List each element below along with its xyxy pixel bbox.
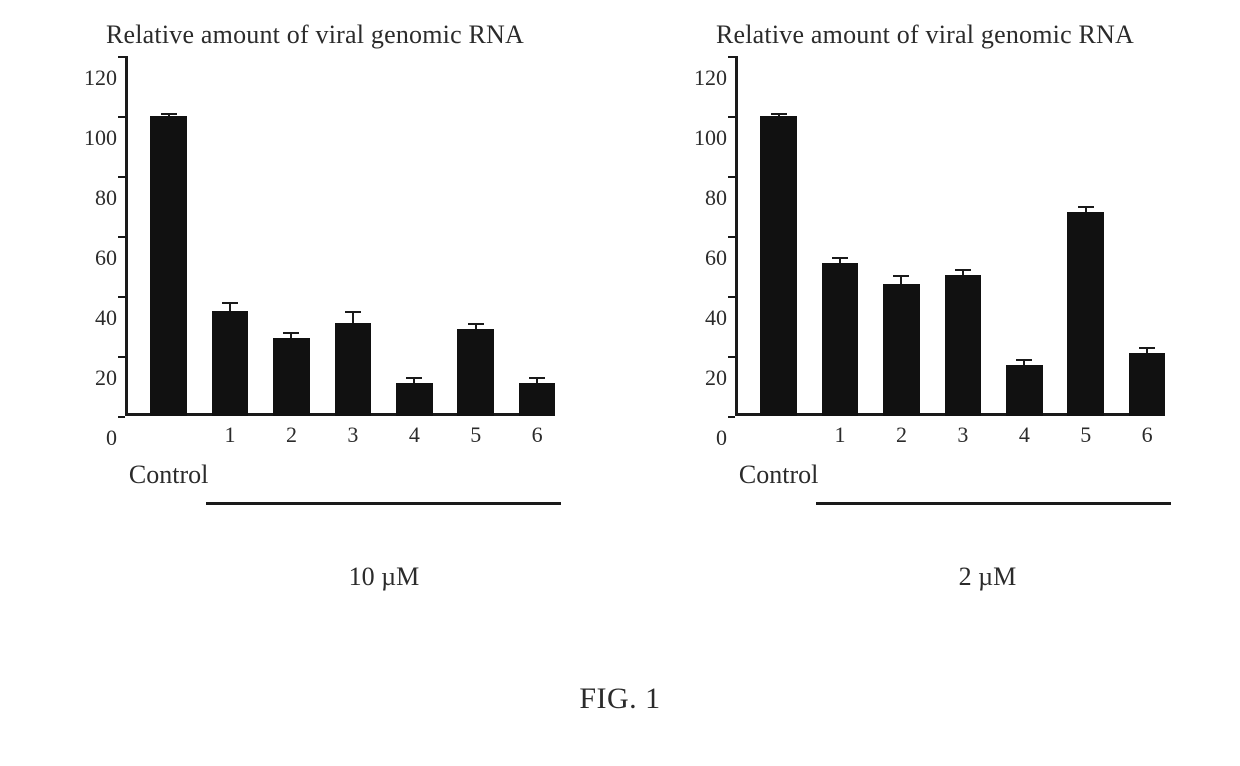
ytick-mark [728,116,735,118]
ytick-mark [728,236,735,238]
xlabel-6: 6 [1142,422,1153,448]
ytick-label: 60 [683,247,727,269]
bar-5 [457,329,494,416]
bar-6 [1129,353,1166,416]
ytick-label: 40 [683,307,727,329]
error-cap [832,257,848,259]
error-cap [161,113,177,115]
error-cap [955,269,971,271]
panel-right-group-line-wrap [735,502,1165,512]
ytick-mark [118,56,125,58]
ytick-mark [118,356,125,358]
bar-6 [519,383,556,416]
error-cap [222,302,238,304]
xlabel-4: 4 [1019,422,1030,448]
bar-Control [150,116,187,416]
error-cap [1016,359,1032,361]
panel-left-group-line-wrap [125,502,555,512]
ytick-label: 100 [73,127,117,149]
xlabel-3: 3 [347,422,358,448]
bar-2 [883,284,920,416]
figure-1: Relative amount of viral genomic RNA 020… [0,0,1240,766]
ytick-mark [118,416,125,418]
bar-1 [212,311,249,416]
xlabel-5: 5 [1080,422,1091,448]
ytick-mark [118,176,125,178]
error-cap [468,323,484,325]
xlabel-5: 5 [470,422,481,448]
bar-4 [396,383,433,416]
panel-right-bars [735,56,1165,416]
error-cap [529,377,545,379]
ytick-label: 20 [73,367,117,389]
error-cap [345,311,361,313]
xlabel-control: Control [739,460,818,490]
panel-right-concentration-label: 2 µM [735,562,1240,592]
ytick-mark [728,176,735,178]
ytick-label: 80 [683,187,727,209]
panel-right-title: Relative amount of viral genomic RNA [675,20,1175,50]
panel-right-plot: 020406080100120 [735,56,1165,416]
ytick-label: 40 [73,307,117,329]
ytick-label: 80 [73,187,117,209]
error-cap [893,275,909,277]
ytick-label: 0 [73,427,117,449]
ytick-label: 20 [683,367,727,389]
bar-4 [1006,365,1043,416]
panel-left-plot: 020406080100120 [125,56,555,416]
bar-1 [822,263,859,416]
ytick-mark [118,116,125,118]
ytick-label: 0 [683,427,727,449]
panel-left-group-line [206,502,562,505]
ytick-mark [118,296,125,298]
panel-right-group-line [816,502,1172,505]
xlabel-3: 3 [957,422,968,448]
ytick-label: 100 [683,127,727,149]
ytick-mark [728,296,735,298]
ytick-mark [118,236,125,238]
bar-2 [273,338,310,416]
xlabel-1: 1 [835,422,846,448]
panel-left-xlabels: Control123456 [125,416,555,456]
xlabel-2: 2 [896,422,907,448]
ytick-mark [728,356,735,358]
bar-5 [1067,212,1104,416]
xlabel-control: Control [129,460,208,490]
ytick-label: 60 [73,247,117,269]
error-cap [1139,347,1155,349]
ytick-label: 120 [73,67,117,89]
error-cap [406,377,422,379]
bar-3 [335,323,372,416]
error-cap [283,332,299,334]
ytick-mark [728,416,735,418]
panels-row: Relative amount of viral genomic RNA 020… [0,0,1240,592]
error-cap [771,113,787,115]
xlabel-2: 2 [286,422,297,448]
ytick-mark [728,56,735,58]
bar-Control [760,116,797,416]
xlabel-6: 6 [532,422,543,448]
figure-caption: FIG. 1 [0,682,1240,716]
xlabel-1: 1 [225,422,236,448]
bar-3 [945,275,982,416]
panel-left-title: Relative amount of viral genomic RNA [65,20,565,50]
xlabel-4: 4 [409,422,420,448]
panel-right-xlabels: Control123456 [735,416,1165,456]
panel-left: Relative amount of viral genomic RNA 020… [65,20,565,592]
panel-right: Relative amount of viral genomic RNA 020… [675,20,1175,592]
error-cap [1078,206,1094,208]
ytick-label: 120 [683,67,727,89]
panel-left-bars [125,56,555,416]
